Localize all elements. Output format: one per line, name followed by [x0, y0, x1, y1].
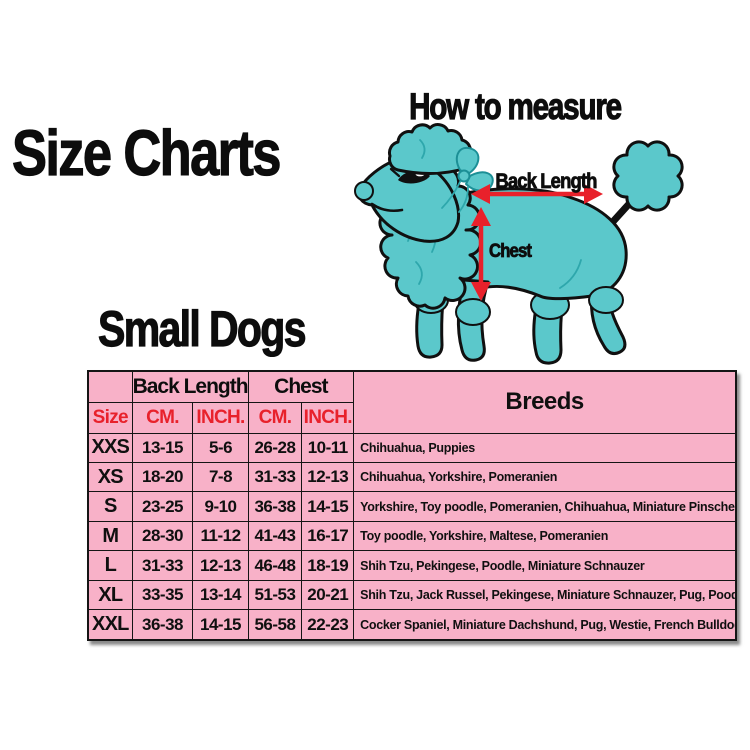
cell-back-inch: 7-8: [192, 461, 249, 493]
poodle-smile: [370, 202, 404, 213]
cell-chest-cm: 31-33: [247, 461, 303, 493]
back-inch-header: INCH.: [192, 401, 249, 434]
group-header-row: Back Length Chest Breeds: [87, 370, 737, 434]
poodle-fur-curl: [419, 139, 426, 159]
cell-back-cm: 23-25: [131, 491, 194, 522]
cell-back-cm: 33-35: [131, 579, 194, 611]
cell-back-inch: 14-15: [192, 609, 249, 641]
section-title-small-dogs: Small Dogs: [98, 300, 308, 357]
cell-breeds: Chihuahua, Yorkshire, Pomeranien: [353, 461, 737, 493]
back-length-label: Back Length: [495, 170, 598, 194]
cell-back-inch: 5-6: [192, 432, 249, 463]
poodle-ankle-pouf: [455, 298, 491, 326]
back-cm-header: CM.: [131, 401, 194, 434]
size-row-xxl: XXL 36-38 14-15 56-58 22-23 Cocker Spaniel, M…: [87, 609, 737, 641]
poodle-ankle-pouf: [588, 286, 624, 314]
cell-chest-inch: 18-19: [301, 550, 355, 581]
poodle-fur-curl: [415, 261, 423, 285]
cell-breeds: Shih Tzu, Pekingese, Poodle, Miniature S…: [353, 550, 737, 581]
cell-back-cm: 18-20: [131, 461, 194, 493]
poodle-bow-ribbons: [441, 181, 469, 213]
cell-chest-inch: 20-21: [301, 579, 355, 611]
poodle-tail-pouf: [612, 140, 684, 212]
poodle-bow-loop: [455, 146, 480, 175]
small-dogs-size-table: Back Length Chest Breeds Size CM. INCH. …: [87, 370, 737, 641]
cell-back-cm: 28-30: [131, 520, 194, 552]
cell-size: L: [87, 550, 133, 581]
size-header: Size: [87, 401, 133, 434]
back-length-header: Back Length: [131, 370, 249, 403]
cell-back-inch: 12-13: [192, 550, 249, 581]
cell-chest-inch: 22-23: [301, 609, 355, 641]
how-to-measure-title: How to measure: [409, 85, 623, 127]
breeds-header: Breeds: [353, 370, 737, 434]
size-row-xxs: XXS 13-15 5-6 26-28 10-11 Chihuahua, Puppies: [87, 432, 737, 463]
size-row-s: S 23-25 9-10 36-38 14-15 Yorkshire, Toy poodl…: [87, 491, 737, 522]
poodle-bow-knot: [457, 169, 471, 183]
back-length-arrow-icon: [471, 184, 603, 204]
cell-chest-inch: 14-15: [301, 491, 355, 522]
cell-chest-cm: 36-38: [247, 491, 303, 522]
cell-size: XXL: [87, 609, 133, 641]
poodle-rump-line: [559, 259, 582, 289]
cell-back-cm: 36-38: [131, 609, 194, 641]
size-row-m: M 28-30 11-12 41-43 16-17 Toy poodle, Yorkshi…: [87, 520, 737, 552]
cell-chest-inch: 16-17: [301, 520, 355, 552]
cell-size: M: [87, 520, 133, 552]
cell-back-inch: 11-12: [192, 520, 249, 552]
size-row-xs: XS 18-20 7-8 31-33 12-13 Chihuahua, Yorkshire…: [87, 461, 737, 493]
cell-size: S: [87, 491, 133, 522]
cell-chest-inch: 12-13: [301, 461, 355, 493]
cell-back-cm: 13-15: [131, 432, 194, 463]
cell-back-inch: 13-14: [192, 579, 249, 611]
cell-chest-cm: 46-48: [247, 550, 303, 581]
cell-size: XL: [87, 579, 133, 611]
cell-breeds: Toy poodle, Yorkshire, Maltese, Pomerani…: [353, 520, 737, 552]
cell-back-inch: 9-10: [192, 491, 249, 522]
sub-header-row: Size CM. INCH. CM. INCH.: [87, 401, 736, 434]
chest-arrow-icon: [471, 207, 491, 301]
cell-breeds: Chihuahua, Puppies: [353, 432, 737, 463]
chest-inch-header: INCH.: [301, 401, 355, 434]
cell-breeds: Cocker Spaniel, Miniature Dachshund, Pug…: [353, 609, 737, 641]
cell-size: XS: [87, 461, 133, 493]
cell-chest-cm: 41-43: [247, 520, 303, 552]
cell-breeds: Shih Tzu, Jack Russel, Pekingese, Miniat…: [353, 579, 737, 611]
cell-size: XXS: [87, 432, 133, 463]
size-row-l: L 31-33 12-13 46-48 18-19 Shih Tzu, Pekingese…: [87, 550, 737, 581]
cell-breeds: Yorkshire, Toy poodle, Pomeranien, Chihu…: [353, 491, 737, 522]
page-title: Size Charts: [12, 116, 282, 189]
size-row-xl: XL 33-35 13-14 51-53 20-21 Shih Tzu, Jack Rus…: [87, 579, 737, 611]
cell-chest-cm: 51-53: [247, 579, 303, 611]
chest-cm-header: CM.: [247, 401, 303, 434]
cell-chest-cm: 26-28: [247, 432, 303, 463]
cell-back-cm: 31-33: [131, 550, 194, 581]
table-body: XXS 13-15 5-6 26-28 10-11 Chihuahua, Puppies X…: [87, 432, 737, 641]
corner-cell: [87, 370, 133, 403]
chest-label: Chest: [489, 241, 533, 263]
cell-chest-cm: 56-58: [247, 609, 303, 641]
cell-chest-inch: 10-11: [301, 432, 355, 463]
poodle-illustration: [354, 123, 684, 365]
chest-header: Chest: [247, 370, 355, 403]
poodle-nose: [354, 181, 374, 201]
